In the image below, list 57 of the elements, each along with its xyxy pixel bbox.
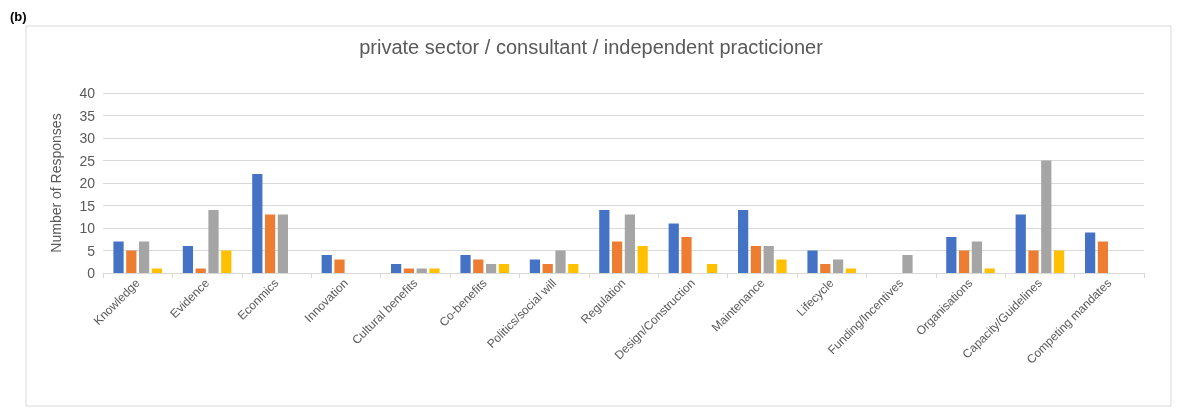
bar xyxy=(126,250,137,273)
bar xyxy=(1085,232,1096,273)
y-tick-label: 40 xyxy=(79,85,96,101)
bar xyxy=(182,246,194,273)
bar xyxy=(391,264,402,273)
bar xyxy=(277,214,289,273)
y-tick-label: 5 xyxy=(87,242,96,259)
y-tick-label: 35 xyxy=(79,107,96,124)
bar xyxy=(221,250,232,273)
bar xyxy=(902,255,913,273)
y-tick-label: 15 xyxy=(79,197,96,214)
bar xyxy=(485,264,497,273)
bar xyxy=(321,255,332,273)
bar xyxy=(971,241,983,273)
bar xyxy=(555,250,566,273)
bar xyxy=(498,264,509,273)
y-axis-title: Number of Responses xyxy=(48,113,64,253)
text: (b) xyxy=(10,9,27,24)
bar xyxy=(637,246,648,273)
bar xyxy=(958,250,970,273)
bar xyxy=(460,255,471,273)
bar xyxy=(529,259,541,273)
bar xyxy=(832,259,844,273)
bar xyxy=(611,241,623,273)
bar xyxy=(1028,250,1039,273)
bar xyxy=(473,259,484,273)
bar xyxy=(668,223,679,273)
y-tick-label: 20 xyxy=(79,175,96,191)
bar xyxy=(1041,160,1052,273)
bar xyxy=(138,241,150,273)
bar xyxy=(946,237,957,273)
bar xyxy=(807,250,818,273)
y-tick-label: 25 xyxy=(79,152,96,169)
y-tick-label: 0 xyxy=(87,265,96,281)
bar xyxy=(252,174,263,273)
bar xyxy=(750,246,762,273)
bar xyxy=(542,264,553,273)
bar xyxy=(334,259,345,273)
bar xyxy=(624,214,636,273)
bar xyxy=(1053,250,1065,273)
bar xyxy=(681,237,692,273)
bar xyxy=(568,264,579,273)
bar xyxy=(1015,214,1026,273)
bar xyxy=(599,210,610,273)
chart-title: private sector / consultant / independent practicioner xyxy=(359,36,824,58)
bar xyxy=(820,264,831,273)
y-tick-label: 10 xyxy=(79,220,96,236)
bar xyxy=(706,264,718,273)
bar xyxy=(264,214,276,273)
bar xyxy=(1097,241,1109,273)
bar xyxy=(776,259,787,273)
y-tick-label: 30 xyxy=(79,130,96,146)
bar xyxy=(738,210,749,273)
bar xyxy=(208,210,219,273)
bar xyxy=(763,246,774,273)
bar xyxy=(429,268,440,273)
bar xyxy=(113,241,124,273)
